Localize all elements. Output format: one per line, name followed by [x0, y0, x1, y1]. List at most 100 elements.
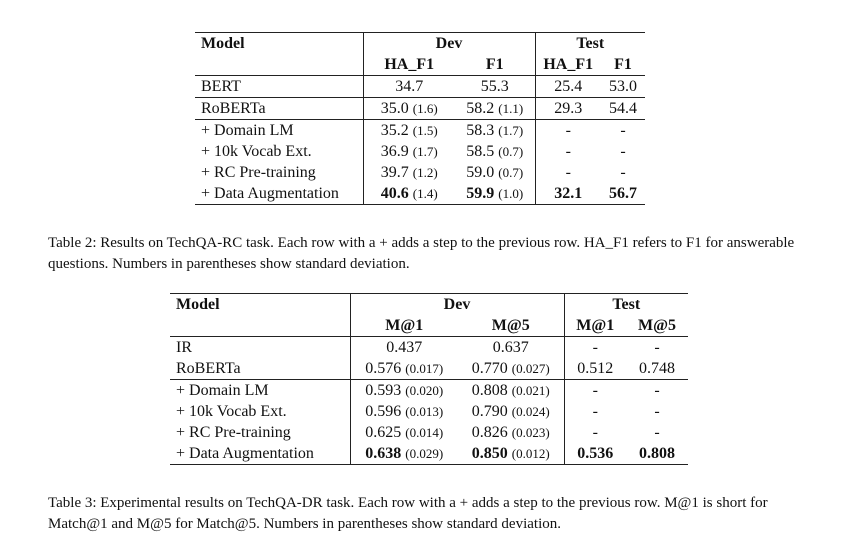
header-dev: Dev [349, 293, 564, 315]
test-value: - [620, 143, 626, 160]
row-model: + RC Pre-training [201, 164, 316, 181]
dev-value: 0.625 [365, 424, 402, 441]
table-row: + RC Pre-training 39.7 (1.2) 59.0 (0.7) … [195, 162, 645, 183]
std-dev: (0.029) [405, 446, 444, 461]
dev-value: 58.2 [466, 100, 495, 117]
std-dev: (1.7) [412, 144, 438, 159]
test-value: 0.808 [626, 443, 688, 465]
dev-value: 0.637 [492, 339, 529, 356]
std-dev: (0.023) [511, 425, 550, 440]
dev-value: 39.7 [380, 164, 409, 181]
dev-value: 0.770 [471, 360, 508, 377]
dev-value: 0.790 [471, 403, 508, 420]
header-test-col-2: M@5 [638, 317, 676, 334]
std-dev: (0.027) [511, 361, 550, 376]
header-test: Test [563, 293, 688, 315]
table-3: Model Dev Test M@1 M@5 M@1 M@5 IR 0.437 … [170, 293, 688, 465]
table-row: + Data Augmentation 40.6 (1.4) 59.9 (1.0… [195, 183, 645, 205]
std-dev: (0.024) [511, 404, 550, 419]
test-value: - [654, 424, 660, 441]
dev-value: 58.3 [466, 122, 495, 139]
table-row: + Domain LM 35.2 (1.5) 58.3 (1.7) - - [195, 119, 645, 141]
dev-value: 58.5 [466, 143, 495, 160]
header-dev-col-1: M@1 [349, 315, 458, 337]
header-test-col-1: M@1 [563, 315, 626, 337]
dev-value: 35.0 [380, 100, 409, 117]
table-3-caption: Table 3: Experimental results on TechQA-… [48, 495, 768, 532]
std-dev: (1.0) [498, 186, 524, 201]
std-dev: (1.6) [412, 101, 438, 116]
dev-value: 0.808 [471, 382, 508, 399]
test-value: 32.1 [534, 183, 601, 205]
header-test-col-2: F1 [614, 56, 632, 73]
test-value: - [563, 379, 626, 401]
std-dev: (1.4) [412, 186, 438, 201]
header-dev-col-2: F1 [485, 56, 504, 73]
row-model: RoBERTa [195, 97, 363, 120]
header-test-col-1: HA_F1 [534, 54, 601, 76]
test-value: - [620, 164, 626, 181]
row-model: BERT [195, 75, 363, 98]
dev-value: 0.593 [365, 382, 402, 399]
test-value: - [534, 141, 601, 162]
header-dev-col-1: HA_F1 [362, 54, 455, 76]
test-value: 0.536 [563, 443, 626, 465]
dev-value: 59.0 [466, 164, 495, 181]
dev-value: 59.9 [466, 185, 495, 202]
std-dev: (1.7) [498, 123, 524, 138]
table-row: + 10k Vocab Ext. 0.596 (0.013) 0.790 (0.… [170, 401, 688, 422]
test-value: 0.748 [639, 360, 675, 377]
header-dev-col-2: M@5 [491, 317, 530, 334]
std-dev: (0.017) [405, 361, 444, 376]
table-2: Model Dev Test HA_F1 F1 HA_F1 F1 BERT 34… [195, 32, 645, 205]
std-dev: (1.2) [412, 165, 438, 180]
table-row: IR 0.437 0.637 - - [170, 336, 688, 358]
std-dev: (0.013) [405, 404, 444, 419]
test-value: - [534, 162, 601, 183]
row-model: + Domain LM [195, 119, 363, 141]
table-row: + RC Pre-training 0.625 (0.014) 0.826 (0… [170, 422, 688, 443]
test-value: - [563, 422, 626, 443]
dev-value: 0.437 [386, 339, 423, 356]
dev-value: 0.596 [365, 403, 402, 420]
dev-value: 0.850 [471, 445, 508, 462]
row-model: + 10k Vocab Ext. [176, 403, 287, 420]
std-dev: (0.014) [405, 425, 444, 440]
test-value: 0.512 [563, 358, 626, 380]
test-value: - [654, 403, 660, 420]
dev-value: 0.638 [365, 445, 402, 462]
std-dev: (0.020) [405, 383, 444, 398]
row-model: + Data Augmentation [170, 443, 350, 465]
std-dev: (0.7) [498, 144, 524, 159]
row-model: RoBERTa [176, 360, 241, 377]
test-value: - [601, 119, 645, 141]
table-row: RoBERTa 35.0 (1.6) 58.2 (1.1) 29.3 54.4 [195, 97, 645, 120]
test-value: 29.3 [534, 97, 601, 120]
table-row: + 10k Vocab Ext. 36.9 (1.7) 58.5 (0.7) -… [195, 141, 645, 162]
row-model: + RC Pre-training [176, 424, 291, 441]
table-row: + Data Augmentation 0.638 (0.029) 0.850 … [170, 443, 688, 465]
row-model: + Data Augmentation [195, 183, 363, 205]
row-model: + 10k Vocab Ext. [201, 143, 312, 160]
test-value: - [626, 336, 688, 358]
row-model: + Domain LM [170, 379, 350, 401]
table-row: RoBERTa 0.576 (0.017) 0.770 (0.027) 0.51… [170, 358, 688, 380]
std-dev: (1.5) [412, 123, 438, 138]
row-model: IR [170, 336, 350, 358]
table-row: BERT 34.7 55.3 25.4 53.0 [195, 75, 645, 98]
test-value: 53.0 [601, 75, 645, 98]
dev-value: 35.2 [380, 122, 409, 139]
header-model: Model [170, 293, 350, 315]
header-test: Test [534, 32, 645, 54]
test-value: - [534, 119, 601, 141]
dev-value: 55.3 [480, 78, 509, 95]
dev-value: 0.826 [471, 424, 508, 441]
test-value: - [626, 379, 688, 401]
dev-value: 34.7 [395, 78, 424, 95]
dev-value: 40.6 [380, 185, 409, 202]
test-value: 25.4 [534, 75, 601, 98]
header-model: Model [195, 32, 363, 54]
table-row: + Domain LM 0.593 (0.020) 0.808 (0.021) … [170, 379, 688, 401]
std-dev: (1.1) [498, 101, 524, 116]
test-value: - [563, 336, 626, 358]
